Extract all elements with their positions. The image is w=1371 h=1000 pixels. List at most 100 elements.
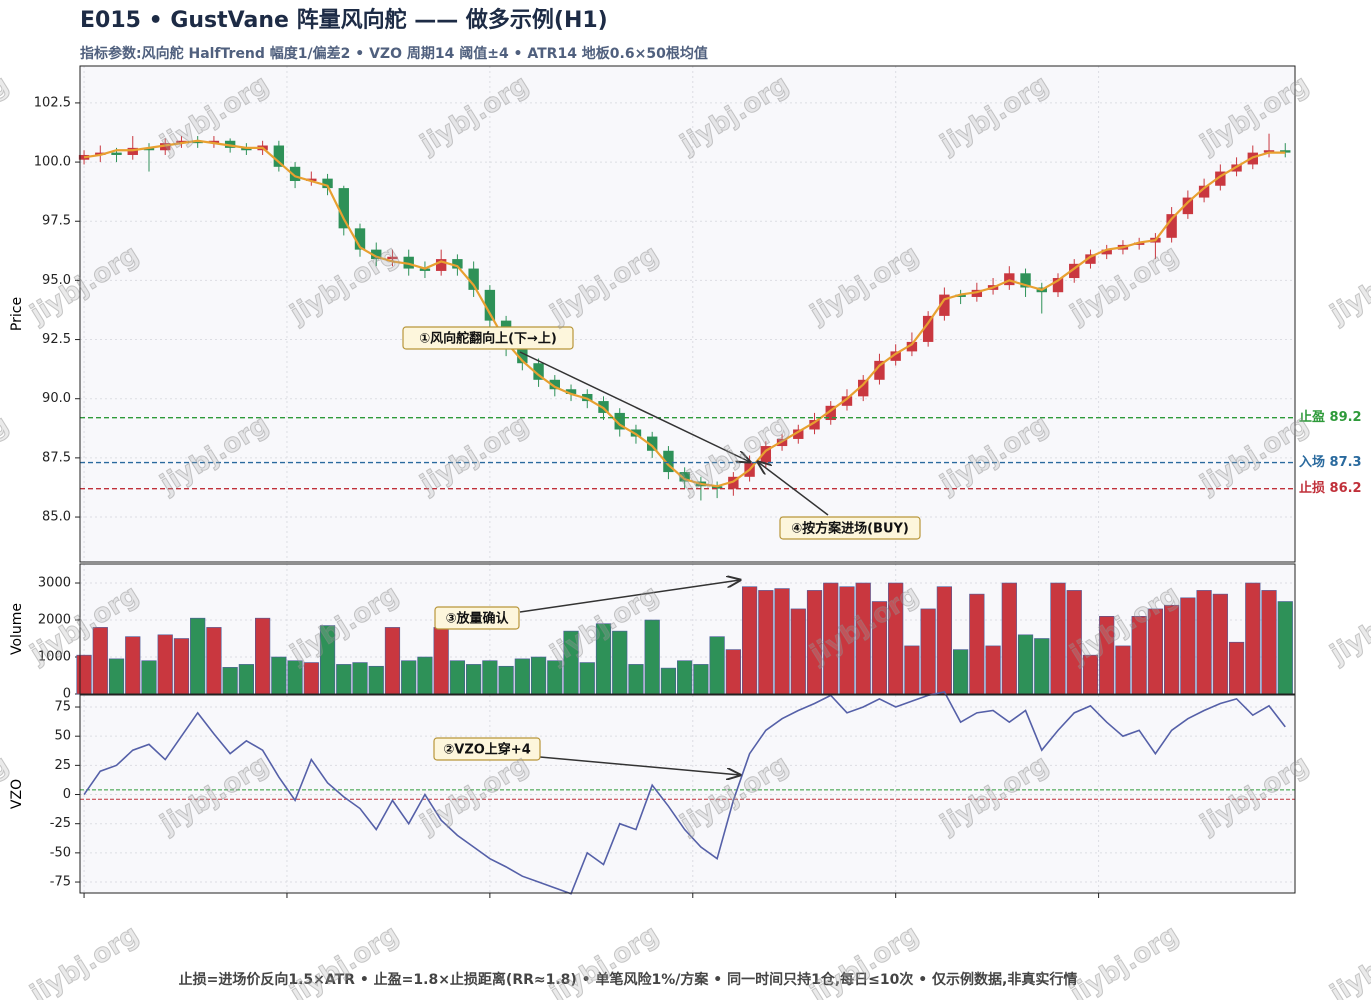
y-tick-label: 25	[54, 758, 71, 773]
volume-bar	[498, 665, 514, 695]
annotation-arrow	[758, 462, 829, 516]
volume-bar	[774, 588, 790, 695]
candle-body	[679, 472, 690, 482]
y-axis-label: VZO	[9, 779, 25, 809]
volume-bar	[173, 638, 190, 695]
watermark: jiybj.org	[1324, 580, 1371, 670]
candle-body	[1263, 150, 1275, 153]
volume-bar	[936, 586, 952, 695]
volume-bar	[303, 662, 319, 695]
volume-bar	[482, 660, 498, 695]
candle-body	[728, 476, 739, 489]
candle-body	[452, 259, 463, 269]
candle-body	[1020, 273, 1031, 288]
candle-body	[939, 294, 950, 316]
volume-bar	[904, 645, 920, 695]
candle-body	[273, 145, 285, 167]
candle-body	[1166, 214, 1177, 238]
volume-bar	[368, 665, 384, 695]
volume-bar	[1164, 604, 1180, 695]
candle-body	[711, 486, 723, 489]
volume-bar	[384, 627, 401, 695]
y-tick-label: 0	[63, 687, 71, 702]
candle-body	[419, 268, 431, 271]
candle-body	[825, 405, 836, 421]
candle-body	[614, 412, 625, 430]
candle-body	[582, 393, 593, 402]
volume-bar	[579, 662, 595, 695]
y-tick-label: 102.5	[34, 95, 71, 110]
volume-bar	[206, 627, 222, 695]
watermark: jiybj.org	[24, 920, 144, 1000]
candle-body	[1182, 197, 1194, 215]
level-label: 入场 87.3	[1299, 455, 1362, 470]
annotation-text: ④按方案进场(BUY)	[791, 521, 909, 537]
y-axis-label: Price	[9, 297, 25, 331]
annotation-box	[402, 326, 574, 350]
volume-bar	[76, 654, 92, 695]
y-tick-label: 87.5	[42, 450, 71, 465]
volume-bar	[628, 664, 644, 695]
volume-bar	[336, 664, 352, 695]
volume-bar	[1115, 645, 1131, 695]
volume-bar	[108, 658, 125, 695]
y-tick-label: 75	[54, 700, 71, 715]
volume-bar	[157, 634, 173, 695]
candle-body	[1215, 171, 1226, 186]
volume-bar	[1017, 634, 1034, 695]
watermark: jiybj.org	[0, 70, 14, 160]
annotation-box	[434, 606, 520, 630]
volume-bar	[709, 636, 725, 695]
halftrend-line	[83, 139, 1286, 488]
candle-body	[1085, 254, 1096, 264]
vzo-line	[83, 690, 1286, 895]
candle-body	[1069, 263, 1080, 279]
candle-body	[1052, 278, 1064, 293]
volume-bar	[449, 660, 466, 695]
footer: 止损=进场价反向1.5×ATR • 止盈=1.8×止损距离(RR≈1.8) • …	[179, 971, 1078, 988]
volume-bar	[660, 667, 677, 695]
candle-body	[890, 351, 901, 361]
y-tick-label: -50	[50, 845, 71, 860]
y-axis-label: Volume	[9, 603, 25, 655]
volume-bar	[401, 660, 417, 695]
candle-body	[971, 289, 983, 297]
volume-bar	[1180, 597, 1196, 695]
candle-body	[874, 360, 885, 380]
plot-frame	[79, 563, 1296, 695]
candle-body	[224, 140, 236, 148]
volume-bar	[677, 660, 693, 695]
candle-body	[841, 396, 853, 406]
plot-area	[80, 695, 1295, 893]
candle-body	[160, 143, 171, 151]
volume-bar	[1212, 593, 1228, 695]
volume-bar	[271, 656, 287, 695]
candle-body	[143, 147, 155, 151]
candle-body	[371, 249, 382, 260]
volume-bar	[985, 645, 1001, 695]
candle-body	[858, 379, 869, 397]
volume-bar	[644, 619, 660, 695]
volume-bar	[125, 636, 141, 695]
candle-body	[289, 166, 301, 182]
candle-body	[809, 420, 820, 430]
candle-body	[192, 140, 203, 144]
plot-frame	[79, 694, 1296, 894]
volume-bar	[969, 593, 985, 695]
volume-bar	[255, 617, 271, 695]
volume-bar	[1196, 590, 1212, 695]
volume-bar	[920, 608, 936, 695]
volume-bar	[1245, 582, 1261, 695]
annotation-arrow	[539, 756, 740, 775]
volume-bar	[790, 608, 806, 695]
candle-body	[111, 152, 122, 155]
volume-bar	[417, 656, 433, 695]
volume-bar	[1228, 641, 1245, 695]
annotation-text: ①风向舵翻向上(下→上)	[419, 331, 557, 347]
y-tick-label: -25	[50, 816, 71, 831]
candle-body	[533, 363, 544, 380]
annotation-arrow	[519, 580, 740, 613]
candle-body	[208, 140, 220, 144]
candle-body	[565, 389, 577, 394]
